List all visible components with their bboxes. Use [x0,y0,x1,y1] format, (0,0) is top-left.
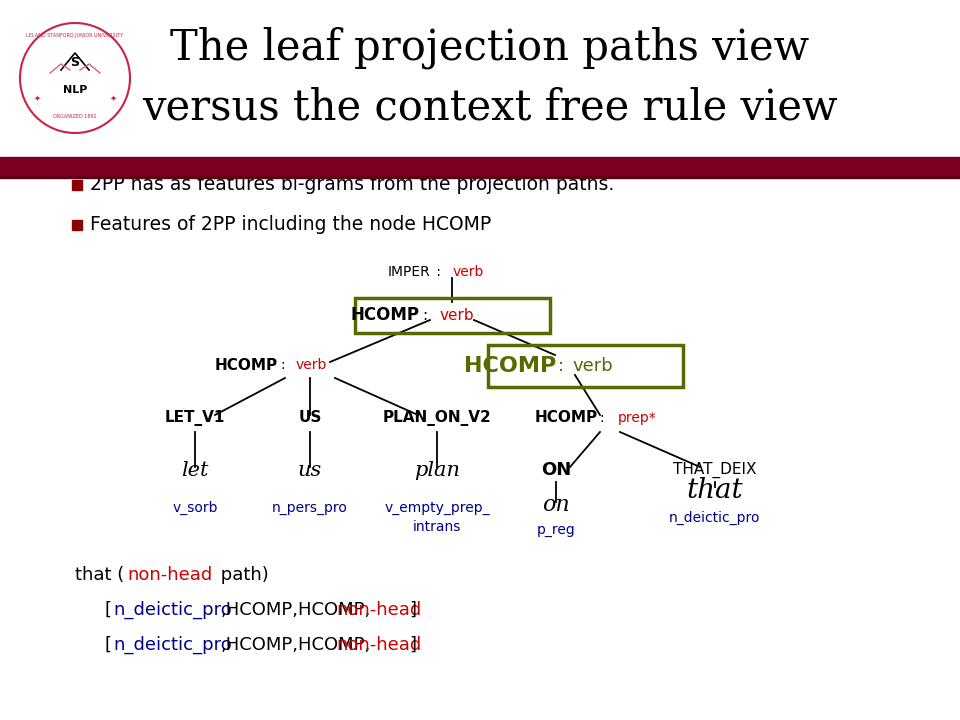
Text: S: S [70,56,80,70]
Text: that (: that ( [75,566,124,584]
Bar [72,220,82,230]
Text: [: [ [105,636,112,654]
Text: PLAN_ON_V2: PLAN_ON_V2 [383,410,492,426]
Text: HCOMP: HCOMP [535,410,598,426]
Text: on: on [542,494,570,516]
Bar [72,180,82,190]
Bar [0,157,960,175]
Text: plan: plan [414,461,460,480]
Text: verb: verb [296,358,327,372]
Bar [488,345,683,387]
Text: HCOMP: HCOMP [464,356,556,376]
Text: intrans: intrans [413,520,461,534]
Text: prep*: prep* [618,411,657,425]
Text: THAT_DEIX: THAT_DEIX [673,462,756,478]
Text: p_reg: p_reg [537,523,575,537]
Text: ✦: ✦ [109,94,116,102]
Bar [355,298,550,333]
Text: v_sorb: v_sorb [172,501,218,515]
Bar [0,174,960,178]
Text: let: let [181,461,208,480]
Text: ,HCOMP,HCOMP,: ,HCOMP,HCOMP, [221,601,372,619]
Text: [: [ [105,601,112,619]
Text: non-head: non-head [336,601,421,619]
Text: ,HCOMP,HCOMP,: ,HCOMP,HCOMP, [221,636,372,654]
Text: path): path) [215,566,269,584]
Text: :: : [432,265,445,279]
Text: versus the context free rule view: versus the context free rule view [142,87,838,129]
Text: LELAND STANFORD JUNIOR UNIVERSITY: LELAND STANFORD JUNIOR UNIVERSITY [26,34,124,38]
Text: HCOMP: HCOMP [215,358,278,372]
Text: us: us [298,461,323,480]
Text: ✦: ✦ [34,94,40,102]
Text: verb: verb [440,307,474,323]
Text: LET_V1: LET_V1 [165,410,226,426]
Text: :: : [422,307,427,323]
Text: non-head: non-head [127,566,212,584]
Text: that: that [686,477,743,503]
Text: :: : [558,357,564,375]
Text: NLP: NLP [62,85,87,95]
Text: n_pers_pro: n_pers_pro [272,501,348,515]
Text: :: : [600,411,609,425]
Text: n_deictic_pro: n_deictic_pro [113,636,231,654]
Text: ]: ] [409,601,416,619]
Text: ORGANIZED 1891: ORGANIZED 1891 [53,114,97,119]
Text: verb: verb [453,265,485,279]
Text: Features of 2PP including the node HCOMP: Features of 2PP including the node HCOMP [90,215,492,235]
Text: IMPER: IMPER [387,265,430,279]
Text: US: US [299,410,322,426]
Text: verb: verb [572,357,612,375]
Text: ON: ON [540,461,571,479]
Text: n_deictic_pro: n_deictic_pro [669,511,760,525]
Text: non-head: non-head [336,636,421,654]
Text: v_empty_prep_: v_empty_prep_ [384,501,490,515]
Text: n_deictic_pro: n_deictic_pro [113,601,231,619]
Text: ]: ] [409,636,416,654]
Text: :: : [280,358,284,372]
Text: 2PP has as features bi-grams from the projection paths.: 2PP has as features bi-grams from the pr… [90,176,614,194]
Text: The leaf projection paths view: The leaf projection paths view [171,27,809,69]
Text: HCOMP: HCOMP [351,306,420,324]
